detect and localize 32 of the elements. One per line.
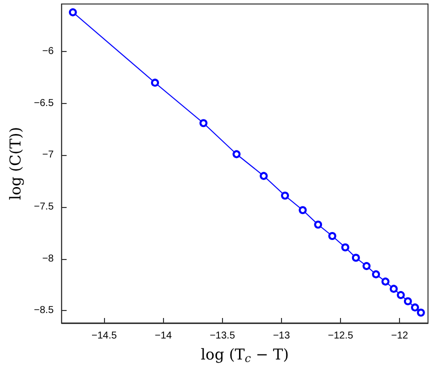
point xyxy=(411,303,419,312)
point xyxy=(362,262,371,270)
point xyxy=(341,243,350,252)
x-tick-label: −13 xyxy=(272,330,290,342)
y-axis-title: log (C(T)) xyxy=(6,126,24,200)
y-tick-label: −6 xyxy=(42,46,54,58)
point xyxy=(151,78,160,87)
y-tick-label: −8.5 xyxy=(34,305,54,316)
y-tick-label: −7 xyxy=(42,150,54,161)
point xyxy=(68,8,77,16)
point xyxy=(281,192,289,200)
x-tick-label: −12.5 xyxy=(328,330,354,342)
y-tick-label: −7.5 xyxy=(34,202,54,212)
point xyxy=(298,206,307,214)
x-tick-label: −14.5 xyxy=(92,330,118,342)
point xyxy=(416,308,425,317)
x-tick-label: −12 xyxy=(391,330,409,342)
point xyxy=(390,284,398,293)
x-tick-label: −14 xyxy=(154,330,172,342)
point xyxy=(260,172,268,180)
point xyxy=(232,150,241,158)
y-tick-label: −6.5 xyxy=(34,98,54,109)
point xyxy=(314,220,322,229)
point xyxy=(396,291,405,300)
point xyxy=(352,254,360,262)
point xyxy=(328,232,336,240)
x-tick-label: −13.5 xyxy=(210,330,236,342)
point xyxy=(372,270,380,278)
point xyxy=(381,278,390,286)
point xyxy=(199,119,208,128)
point xyxy=(404,297,412,306)
y-tick-label: −8 xyxy=(42,253,54,264)
